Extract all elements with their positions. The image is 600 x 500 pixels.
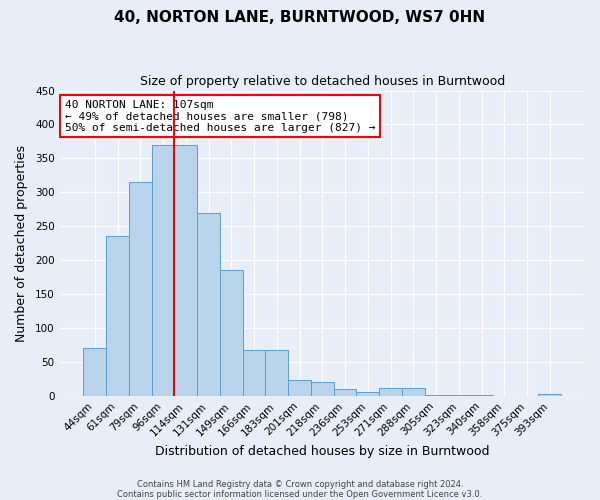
Bar — [334, 389, 356, 396]
Bar — [288, 380, 311, 396]
Bar — [175, 145, 197, 396]
Bar — [538, 394, 561, 396]
Bar — [197, 212, 220, 396]
Bar — [311, 382, 334, 396]
Text: Contains HM Land Registry data © Crown copyright and database right 2024.: Contains HM Land Registry data © Crown c… — [137, 480, 463, 489]
Bar — [265, 350, 288, 396]
Bar — [356, 392, 379, 396]
Bar — [106, 236, 129, 396]
Title: Size of property relative to detached houses in Burntwood: Size of property relative to detached ho… — [140, 75, 505, 88]
Text: 40 NORTON LANE: 107sqm
← 49% of detached houses are smaller (798)
50% of semi-de: 40 NORTON LANE: 107sqm ← 49% of detached… — [65, 100, 376, 133]
Text: Contains public sector information licensed under the Open Government Licence v3: Contains public sector information licen… — [118, 490, 482, 499]
Bar — [448, 395, 470, 396]
Bar — [129, 182, 152, 396]
Bar — [425, 395, 448, 396]
Bar — [470, 395, 493, 396]
X-axis label: Distribution of detached houses by size in Burntwood: Distribution of detached houses by size … — [155, 444, 490, 458]
Bar — [220, 270, 242, 396]
Bar — [242, 350, 265, 396]
Y-axis label: Number of detached properties: Number of detached properties — [15, 144, 28, 342]
Text: 40, NORTON LANE, BURNTWOOD, WS7 0HN: 40, NORTON LANE, BURNTWOOD, WS7 0HN — [115, 10, 485, 25]
Bar — [152, 145, 175, 396]
Bar — [379, 388, 402, 396]
Bar — [83, 348, 106, 396]
Bar — [402, 388, 425, 396]
